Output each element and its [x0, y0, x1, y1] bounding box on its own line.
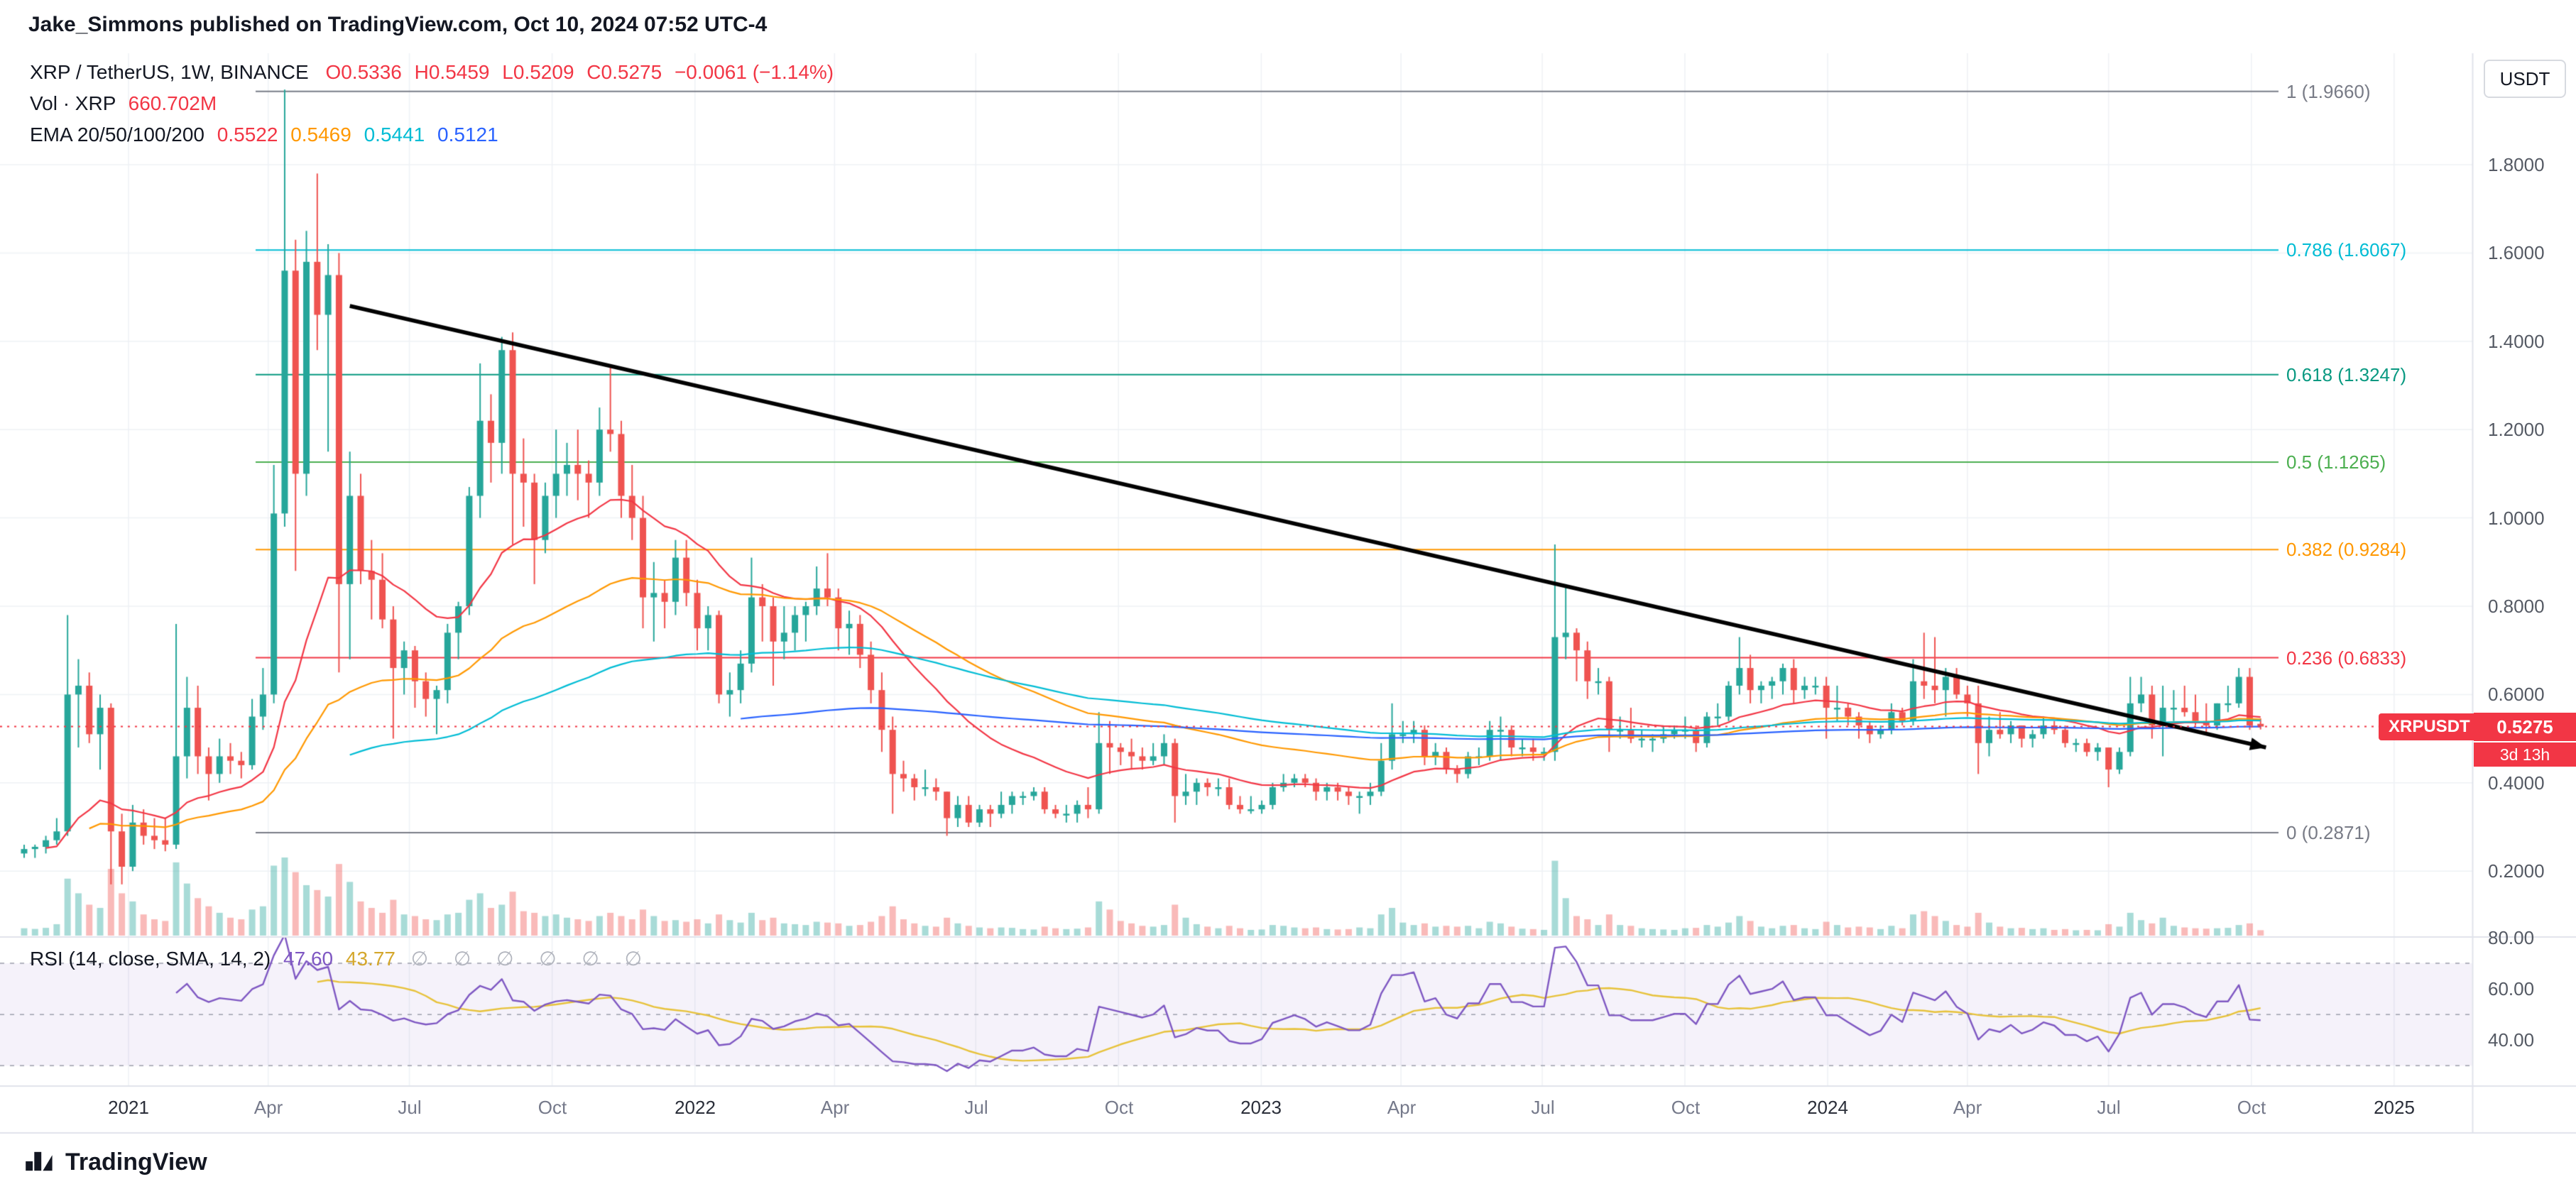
- price-label: 1.6000: [2488, 242, 2545, 263]
- price-label: 0.4000: [2488, 772, 2545, 794]
- symbol-legend-row[interactable]: XRP / TetherUS, 1W, BINANCE O0.5336 H0.5…: [30, 61, 834, 84]
- fib-label-0236[interactable]: 0.236 (0.6833): [2286, 647, 2407, 669]
- publish-header: Jake_Simmons published on TradingView.co…: [0, 0, 2576, 51]
- time-label-2023: 2023: [1240, 1097, 1282, 1118]
- time-label: Oct: [2237, 1097, 2266, 1118]
- time-label: Oct: [1671, 1097, 1701, 1118]
- rsi-label: RSI (14, close, SMA, 14, 2): [30, 948, 271, 970]
- price-label: 0.8000: [2488, 596, 2545, 617]
- time-label: Apr: [253, 1097, 283, 1118]
- volume-legend-row[interactable]: Vol · XRP 660.702M: [30, 92, 217, 115]
- rsi-empty-values: ∅ ∅ ∅ ∅ ∅ ∅: [410, 948, 652, 970]
- rsi-scale-label: 60.00: [2488, 978, 2535, 999]
- ema100-value: 0.5441: [364, 124, 425, 146]
- ema-legend-row[interactable]: EMA 20/50/100/200 0.5522 0.5469 0.5441 0…: [30, 124, 498, 146]
- price-label: 0.2000: [2488, 860, 2545, 882]
- price-label: 1.0000: [2488, 508, 2545, 529]
- price-label: 1.8000: [2488, 154, 2545, 175]
- fib-label-0786[interactable]: 0.786 (1.6067): [2286, 239, 2407, 261]
- time-label: Jul: [964, 1097, 988, 1118]
- price-label: 1.2000: [2488, 419, 2545, 440]
- ema200-value: 0.5121: [437, 124, 498, 146]
- time-label-2025: 2025: [2374, 1097, 2415, 1118]
- rsi-legend-row[interactable]: RSI (14, close, SMA, 14, 2) 47.60 43.77 …: [30, 947, 652, 970]
- volume-label: Vol · XRP: [30, 92, 116, 114]
- time-label: Oct: [537, 1097, 567, 1118]
- fib-label-0618[interactable]: 0.618 (1.3247): [2286, 364, 2407, 385]
- volume-value: 660.702M: [128, 92, 217, 114]
- rsi-value: 47.60: [283, 948, 334, 970]
- fib-label-0382[interactable]: 0.382 (0.9284): [2286, 539, 2407, 560]
- ema-label: EMA 20/50/100/200: [30, 124, 204, 146]
- rsi-scale-label: 80.00: [2488, 927, 2535, 948]
- fib-label-0[interactable]: 0 (0.2871): [2286, 822, 2371, 843]
- ohlc-close: C0.5275: [586, 61, 662, 83]
- change-value: −0.0061 (−1.14%): [674, 61, 834, 83]
- time-label: Apr: [1387, 1097, 1417, 1118]
- currency-toggle-button[interactable]: USDT: [2484, 60, 2566, 98]
- time-label-2021: 2021: [108, 1097, 149, 1118]
- time-label-2022: 2022: [675, 1097, 716, 1118]
- rsi-scale-label: 40.00: [2488, 1029, 2535, 1051]
- ohlc-low: L0.5209: [502, 61, 574, 83]
- ema20-value: 0.5522: [217, 124, 278, 146]
- time-label: Jul: [398, 1097, 422, 1118]
- time-label: Apr: [1953, 1097, 1982, 1118]
- time-label: Jul: [1531, 1097, 1555, 1118]
- fib-label-05[interactable]: 0.5 (1.1265): [2286, 451, 2386, 473]
- ohlc-open: O0.5336: [325, 61, 402, 83]
- publish-info-text: Jake_Simmons published on TradingView.co…: [28, 13, 768, 36]
- symbol-title: XRP / TetherUS, 1W, BINANCE: [30, 61, 309, 83]
- last-price-tag: 0.5275: [2474, 713, 2576, 741]
- footer: TradingView: [0, 1134, 2576, 1189]
- ema50-value: 0.5469: [290, 124, 351, 146]
- bar-countdown-tag: 3d 13h: [2474, 743, 2576, 767]
- ohlc-high: H0.5459: [414, 61, 490, 83]
- time-label: Apr: [820, 1097, 850, 1118]
- time-label-2024: 2024: [1807, 1097, 1848, 1118]
- tradingview-logo-icon[interactable]: [24, 1146, 55, 1177]
- time-label: Oct: [1104, 1097, 1134, 1118]
- tradingview-brand-link[interactable]: TradingView: [65, 1149, 207, 1176]
- rsi-ma-value: 43.77: [345, 948, 395, 970]
- price-line-symbol-tag: XRPUSDT: [2379, 713, 2480, 740]
- fib-label-1[interactable]: 1 (1.9660): [2286, 81, 2371, 102]
- price-label: 0.6000: [2488, 684, 2545, 705]
- time-label: Jul: [2097, 1097, 2121, 1118]
- price-label: 1.4000: [2488, 331, 2545, 352]
